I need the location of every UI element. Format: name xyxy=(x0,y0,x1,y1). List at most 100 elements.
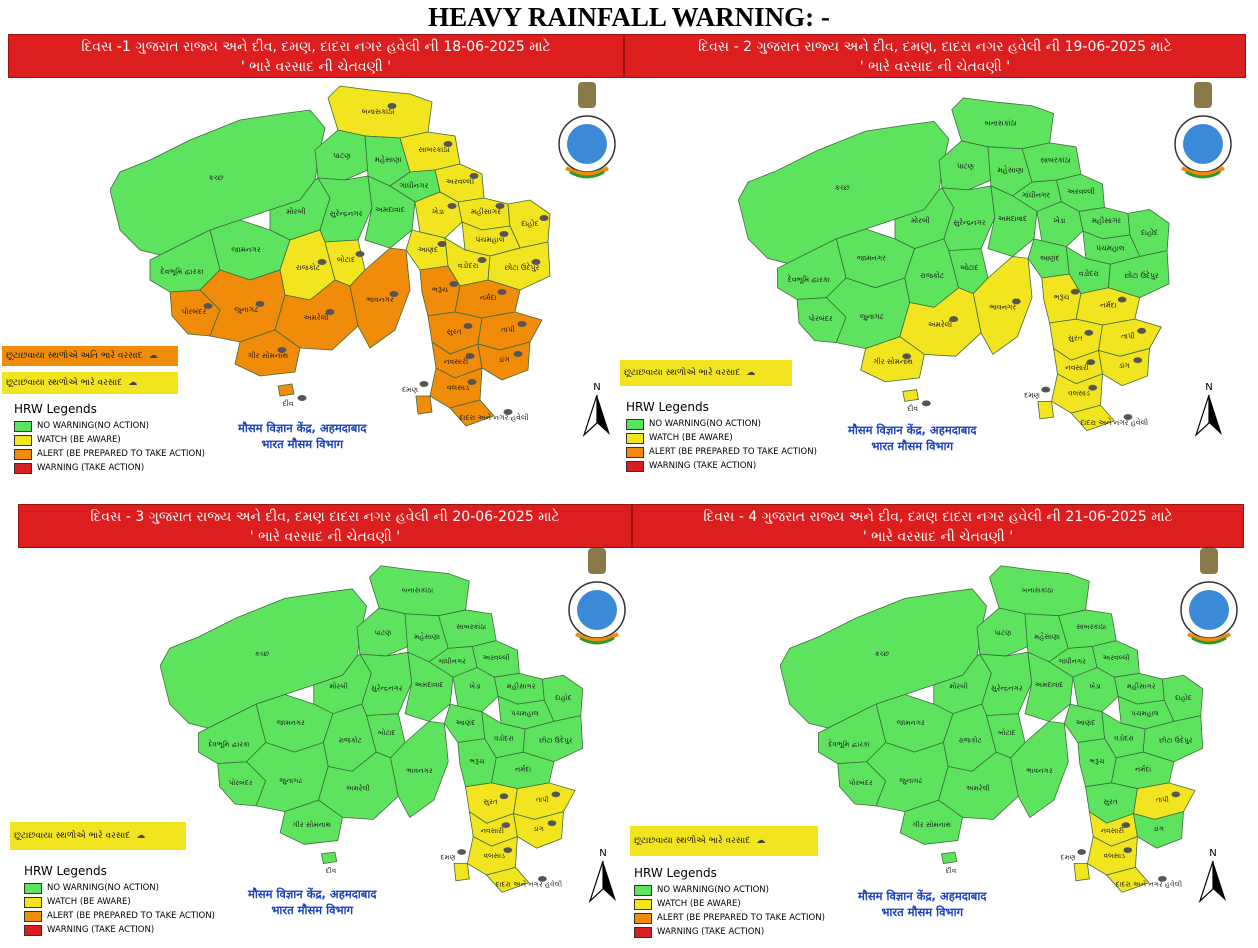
district-label-bhavnagar: ભાવનગર xyxy=(989,302,1016,311)
legend-item: NO WARNING(NO ACTION) xyxy=(626,417,817,431)
district-label-mahisagar: મહીસાગર xyxy=(1092,216,1122,225)
rain-cloud-icon xyxy=(497,289,507,295)
district-label-banaskantha: બનાસકાંઠા xyxy=(985,118,1017,127)
district-label-jamnagar: જામનગર xyxy=(857,253,886,262)
legend-item: ALERT (BE PREPARED TO TAKE ACTION) xyxy=(634,911,825,925)
district-diu[interactable] xyxy=(902,389,919,402)
district-label-amreli: અમરેલી xyxy=(346,783,370,792)
legend-item-label: ALERT (BE PREPARED TO TAKE ACTION) xyxy=(657,913,825,923)
rain-cloud-icon xyxy=(503,847,513,853)
rain-cloud-icon xyxy=(1088,384,1098,391)
district-label-anand: આણંદ xyxy=(1040,253,1060,262)
district-label-mahisagar: મહીસાગર xyxy=(471,207,501,216)
district-label-surat: સુરત xyxy=(1068,334,1083,343)
legend-item: WARNING (TAKE ACTION) xyxy=(634,925,825,939)
district-ahmedabad[interactable] xyxy=(987,185,1038,257)
panel-header-day3: દિવસ - 3 ગુજરાત રાજ્ય અને દીવ, દમણ દાદરા… xyxy=(18,504,632,548)
district-bhavnagar[interactable] xyxy=(349,247,411,349)
district-label-morbi: મોરબી xyxy=(950,682,968,691)
district-diu[interactable] xyxy=(940,851,958,864)
imd-credit: मौसम विज्ञान केंद्र, अहमदाबाद भारत मौसम व… xyxy=(238,420,366,452)
district-ahmedabad[interactable] xyxy=(364,175,416,249)
district-gir_somnath[interactable] xyxy=(899,799,964,845)
district-label-surat: સુરત xyxy=(483,797,498,806)
rain-cloud-icon xyxy=(277,347,287,353)
legend-swatch xyxy=(24,882,42,894)
rain-cloud-icon xyxy=(531,259,541,265)
legend-item: WATCH (BE AWARE) xyxy=(626,431,817,445)
imd-credit: मौसम विज्ञान केंद्र, अहमदाबाद भारत मौसम व… xyxy=(848,422,976,454)
district-label-daman: દમણ xyxy=(1061,853,1076,862)
district-label-kheda: ખેડા xyxy=(1054,216,1066,225)
north-arrow-icon: N xyxy=(588,848,618,907)
district-label-mahisagar: મહીસાગર xyxy=(1127,682,1156,691)
rain-cloud-icon xyxy=(355,251,365,257)
rain-cloud-icon xyxy=(513,351,523,357)
district-dnh[interactable] xyxy=(485,866,530,893)
rainfall-category-box: છૂટાછવાયા સ્થળોએ ભારે વરસાદ ☁ xyxy=(10,822,186,850)
legend-swatch xyxy=(626,446,644,458)
rain-cloud-icon xyxy=(203,303,213,309)
legend-swatch xyxy=(24,910,42,922)
rain-cloud-icon xyxy=(463,323,473,329)
panel-header-warning-line: ' ભારે વરસાદ ની ચેતવણી ' xyxy=(862,529,1014,545)
legend-item-label: WARNING (TAKE ACTION) xyxy=(37,463,145,473)
legend-swatch xyxy=(626,418,644,430)
district-label-dang: ડાંગ xyxy=(533,824,544,833)
district-dnh[interactable] xyxy=(1070,404,1115,432)
rain-cloud-icon xyxy=(437,241,447,247)
district-label-mehsana: મહેસાણા xyxy=(997,165,1024,174)
district-label-junagadh: જુનાગઢ xyxy=(899,776,922,785)
district-daman[interactable] xyxy=(453,863,470,882)
legend-item: NO WARNING(NO ACTION) xyxy=(24,881,215,895)
district-diu[interactable] xyxy=(320,851,338,864)
legend-item: NO WARNING(NO ACTION) xyxy=(634,883,825,897)
district-daman[interactable] xyxy=(1037,400,1054,420)
district-dnh[interactable] xyxy=(449,399,495,427)
district-bhavnagar[interactable] xyxy=(1010,720,1069,818)
district-label-daman: દમણ xyxy=(441,853,456,862)
rainfall-category-label: છૂટાછવાયા સ્થળોએ અતિ ભારે વરસાદ xyxy=(6,351,143,361)
district-gir_somnath[interactable] xyxy=(279,799,344,845)
imd-emblem-icon xyxy=(558,82,616,179)
district-label-valsad: વલસાડ xyxy=(447,383,470,392)
imd-emblem-icon xyxy=(568,548,626,645)
district-label-ahmedabad: અમદાવાદ xyxy=(375,205,406,214)
district-label-dnh: દાદરા અને નગર હવેલી xyxy=(496,879,562,888)
district-dnh[interactable] xyxy=(1105,866,1150,893)
rain-cloud-icon xyxy=(1137,327,1147,334)
district-label-kheda: ખેડા xyxy=(1089,682,1101,691)
rain-cloud-icon xyxy=(1086,359,1096,366)
district-ahmedabad[interactable] xyxy=(404,651,454,722)
district-label-narmada: નર્મદા xyxy=(1135,764,1151,773)
legend-item: WARNING (TAKE ACTION) xyxy=(626,459,817,473)
district-label-anand: આણંદ xyxy=(456,718,475,727)
rain-cloud-icon xyxy=(495,203,505,209)
district-label-tapi: તાપી xyxy=(1121,332,1135,341)
district-gir_somnath[interactable] xyxy=(860,336,925,383)
district-daman[interactable] xyxy=(415,395,433,415)
district-bhavnagar[interactable] xyxy=(972,256,1033,355)
district-label-jamnagar: જામનગર xyxy=(897,718,926,727)
panel-header-warning-line: ' ભારે વરસાદ ની ચેતવણી ' xyxy=(240,59,392,75)
legend-item-label: NO WARNING(NO ACTION) xyxy=(657,885,769,895)
district-diu[interactable] xyxy=(277,383,295,397)
district-label-botad: બોટાદ xyxy=(998,728,1016,737)
district-ahmedabad[interactable] xyxy=(1024,651,1074,722)
legend-item-label: WATCH (BE AWARE) xyxy=(657,899,741,909)
district-label-jamnagar: જામનગર xyxy=(231,245,261,254)
district-label-diu: દીવ xyxy=(282,399,293,408)
district-daman[interactable] xyxy=(1073,863,1090,882)
district-label-bharuch: ભરૂચ xyxy=(1054,293,1070,302)
legend-item-label: NO WARNING(NO ACTION) xyxy=(47,883,159,893)
district-label-chhota_udepur: છોટા ઉદેપુર xyxy=(539,735,573,744)
district-label-dahod: દાહોદ xyxy=(1175,693,1192,702)
district-label-diu: દીવ xyxy=(907,404,918,413)
rain-cloud-icon xyxy=(1158,876,1167,882)
district-label-devbhumi_dwarka: દેવભૂમિ દ્વારકા xyxy=(160,266,204,278)
hrw-legend: HRW Legends NO WARNING(NO ACTION) WATCH (B… xyxy=(24,864,215,937)
district-label-narmada: નર્મદા xyxy=(480,292,497,302)
district-label-chhota_udepur: છોટા ઉદેપુર xyxy=(505,262,540,272)
district-gir_somnath[interactable] xyxy=(234,329,301,377)
district-bhavnagar[interactable] xyxy=(390,720,449,818)
